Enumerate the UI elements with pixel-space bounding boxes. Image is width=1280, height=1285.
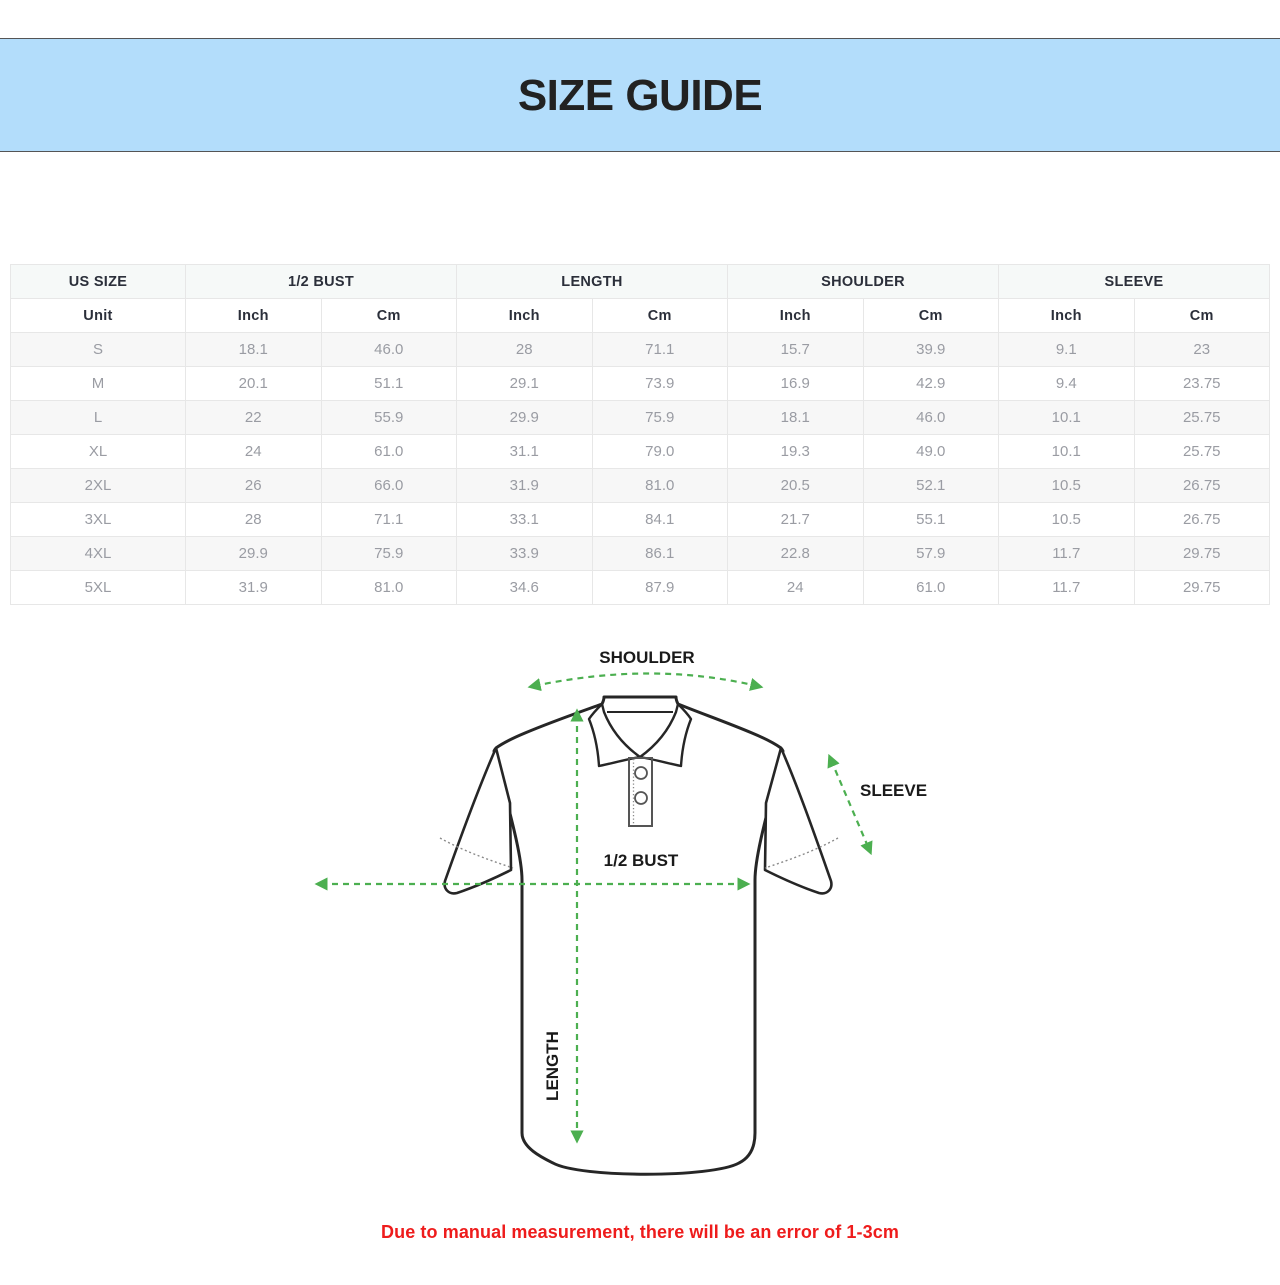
svg-text:SLEEVE: SLEEVE xyxy=(860,781,927,800)
svg-text:LENGTH: LENGTH xyxy=(543,1031,562,1101)
svg-text:SHOULDER: SHOULDER xyxy=(599,648,694,667)
svg-text:1/2 BUST: 1/2 BUST xyxy=(604,851,679,870)
